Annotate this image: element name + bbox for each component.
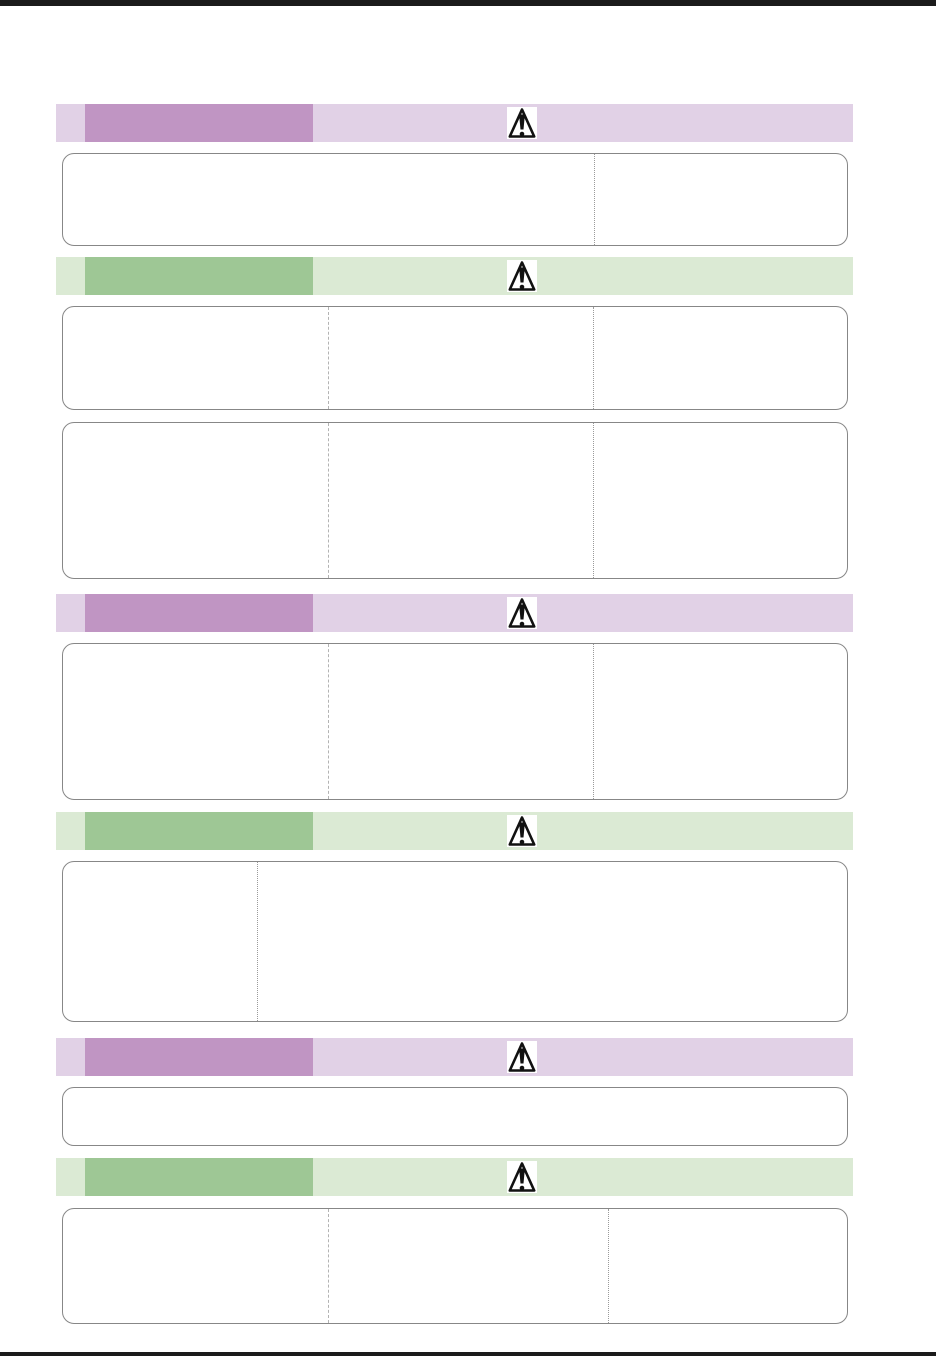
section-6-header-bar [56,1158,853,1196]
header-title-block [85,1038,313,1076]
header-title-block [85,812,313,850]
warning-triangle-icon [507,107,537,139]
panel-column-divider [608,1209,609,1323]
panel-column-divider [328,423,329,578]
section-4-panel [62,861,848,1022]
header-title-block [85,257,313,295]
warning-triangle-icon [507,1041,537,1073]
panel-column-divider [593,423,594,578]
panel-column-divider [257,862,258,1021]
warning-triangle-icon [507,815,537,847]
warning-triangle-icon [507,1161,537,1193]
warning-triangle-icon [507,260,537,292]
panel-column-divider [328,1209,329,1323]
section-5-header-bar [56,1038,853,1076]
section-1-header-bar [56,104,853,142]
section-3-panel [62,643,848,800]
panel-column-divider [594,154,595,245]
section-1-panel [62,153,848,246]
section-2-header-bar [56,257,853,295]
section-5-panel [62,1087,848,1146]
panel-column-divider [593,644,594,799]
panel-column-divider [328,307,329,409]
page-bottom-rule [0,1352,936,1356]
page-top-rule [0,0,936,6]
panel-column-divider [593,307,594,409]
section-6-panel [62,1208,848,1324]
header-title-block [85,104,313,142]
header-title-block [85,1158,313,1196]
section-2-panel-1 [62,306,848,410]
section-4-header-bar [56,812,853,850]
section-3-header-bar [56,594,853,632]
panel-column-divider [328,644,329,799]
header-title-block [85,594,313,632]
warning-triangle-icon [507,597,537,629]
section-2-panel-2 [62,422,848,579]
